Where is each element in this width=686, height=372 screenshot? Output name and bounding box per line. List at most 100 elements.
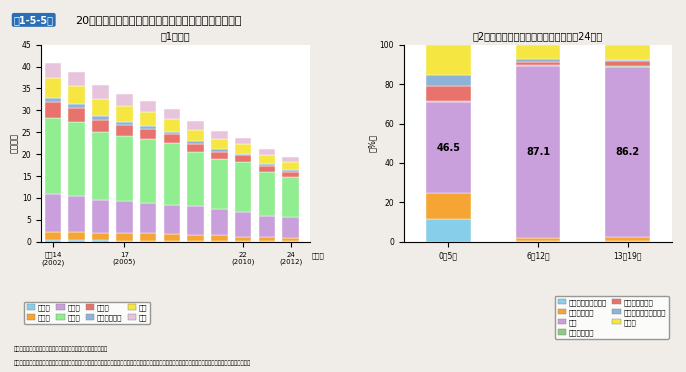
- Bar: [163, 134, 180, 143]
- Bar: [426, 86, 471, 101]
- Text: 第1-5-5図: 第1-5-5図: [14, 15, 54, 25]
- Bar: [140, 101, 156, 112]
- Bar: [211, 235, 228, 241]
- Bar: [283, 217, 299, 238]
- Bar: [116, 106, 132, 122]
- Bar: [69, 86, 85, 104]
- Bar: [211, 149, 228, 151]
- Bar: [259, 172, 275, 215]
- Bar: [163, 132, 180, 134]
- Bar: [69, 72, 85, 86]
- Bar: [187, 235, 204, 241]
- Bar: [283, 241, 299, 242]
- Bar: [516, 62, 560, 65]
- Legend: 未就学, 小学生, 中学生, 高校生, 大学生, その他の学生, 有職, 無職: 未就学, 小学生, 中学生, 高校生, 大学生, その他の学生, 有職, 無職: [24, 301, 150, 324]
- Bar: [259, 149, 275, 155]
- Bar: [69, 232, 85, 240]
- Bar: [516, 59, 560, 62]
- Bar: [516, 241, 560, 242]
- Text: 86.2: 86.2: [615, 147, 639, 157]
- Bar: [259, 164, 275, 166]
- Bar: [211, 131, 228, 139]
- Bar: [140, 112, 156, 126]
- Text: （出典）警察庁「少年の補導及び保護の概況」「少年非行情勢」: （出典）警察庁「少年の補導及び保護の概況」「少年非行情勢」: [14, 346, 108, 352]
- Bar: [45, 232, 61, 240]
- Bar: [140, 203, 156, 234]
- Bar: [45, 195, 61, 232]
- Bar: [92, 86, 109, 99]
- Bar: [163, 109, 180, 119]
- Bar: [283, 163, 299, 170]
- Bar: [45, 102, 61, 118]
- Bar: [211, 151, 228, 158]
- Bar: [605, 67, 650, 237]
- Bar: [283, 177, 299, 217]
- Bar: [211, 158, 228, 209]
- Bar: [45, 78, 61, 98]
- Bar: [140, 241, 156, 242]
- Bar: [516, 238, 560, 241]
- Bar: [259, 215, 275, 237]
- Text: （注）グラフのうち、殺人・強盗・強姦等とは凶悪犯を、暴行・傷害等とは粗暴犯を、詐欺・横領等とは知能犯を、強制わいせつ等とは風俗犯を、それぞれ指す。: （注）グラフのうち、殺人・強盗・強姦等とは凶悪犯を、暴行・傷害等とは粗暴犯を、詐…: [14, 361, 251, 366]
- Legend: 殺人・強盗・強姦等, 暴行・傷害等, 窃盗, 詐取・横領等, 強制わいせつ等, 逮捕監禁・略取誘拐等, その他: 殺人・強盗・強姦等, 暴行・傷害等, 窃盗, 詐取・横領等, 強制わいせつ等, …: [555, 296, 669, 339]
- Bar: [92, 200, 109, 232]
- Bar: [140, 126, 156, 129]
- Bar: [259, 166, 275, 172]
- Bar: [69, 108, 85, 122]
- Bar: [426, 219, 471, 242]
- Text: （年）: （年）: [312, 253, 325, 259]
- Bar: [92, 119, 109, 132]
- Bar: [187, 144, 204, 151]
- Bar: [163, 119, 180, 132]
- Bar: [283, 172, 299, 177]
- Y-axis label: （%）: （%）: [368, 134, 377, 152]
- Bar: [187, 129, 204, 141]
- Bar: [211, 241, 228, 242]
- Bar: [140, 234, 156, 241]
- Bar: [187, 141, 204, 144]
- Text: 20歳未満の者が主たる被害者となる刑法犯の認知件数: 20歳未満の者が主たる被害者となる刑法犯の認知件数: [75, 15, 242, 25]
- Bar: [116, 125, 132, 136]
- Bar: [235, 212, 252, 237]
- Bar: [283, 157, 299, 163]
- Bar: [45, 118, 61, 195]
- Bar: [426, 101, 471, 102]
- Bar: [116, 122, 132, 125]
- Text: 87.1: 87.1: [526, 147, 550, 157]
- Bar: [45, 98, 61, 102]
- Bar: [605, 61, 650, 66]
- Bar: [140, 129, 156, 139]
- Bar: [426, 102, 471, 193]
- Bar: [140, 139, 156, 203]
- Bar: [163, 234, 180, 241]
- Bar: [116, 202, 132, 233]
- Bar: [605, 237, 650, 241]
- Bar: [516, 65, 560, 66]
- Title: （2）年齢別にみた罪種構成割合（平成24年）: （2）年齢別にみた罪種構成割合（平成24年）: [473, 31, 603, 41]
- Bar: [516, 45, 560, 59]
- Bar: [235, 241, 252, 242]
- Bar: [426, 45, 471, 75]
- Bar: [116, 233, 132, 241]
- Bar: [235, 155, 252, 162]
- Bar: [211, 139, 228, 149]
- Bar: [516, 66, 560, 238]
- Bar: [605, 66, 650, 67]
- Bar: [235, 154, 252, 155]
- Bar: [69, 122, 85, 196]
- Bar: [259, 241, 275, 242]
- Title: （1）推移: （1）推移: [161, 31, 190, 41]
- Bar: [187, 206, 204, 235]
- Bar: [163, 241, 180, 242]
- Bar: [235, 237, 252, 241]
- Bar: [235, 138, 252, 144]
- Bar: [187, 151, 204, 206]
- Bar: [605, 60, 650, 61]
- Bar: [45, 240, 61, 242]
- Bar: [69, 240, 85, 242]
- Bar: [92, 99, 109, 116]
- Bar: [605, 241, 650, 242]
- Bar: [92, 132, 109, 200]
- Bar: [92, 232, 109, 240]
- Bar: [259, 155, 275, 164]
